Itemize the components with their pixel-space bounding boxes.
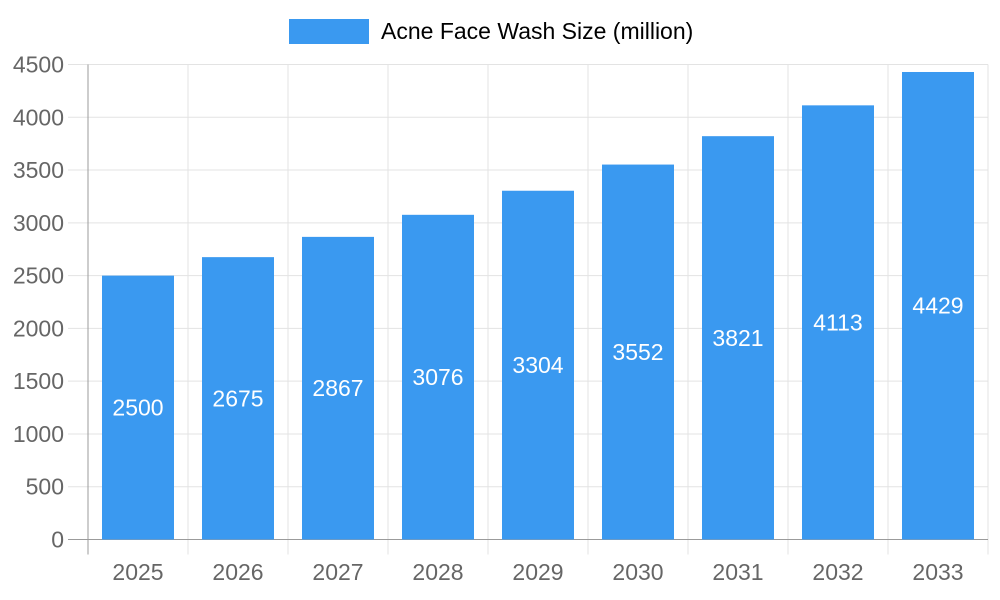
bar[interactable]: [402, 214, 474, 540]
x-tick-label: 2026: [212, 559, 263, 585]
x-tick-label: 2029: [512, 559, 563, 585]
bar-value-label: 2500: [112, 395, 163, 421]
bar-value-label: 2675: [212, 385, 263, 411]
bar-value-label: 3076: [412, 364, 463, 390]
bar-value-label: 3304: [512, 352, 563, 378]
bar[interactable]: [202, 257, 274, 540]
bar[interactable]: [902, 71, 974, 540]
bar[interactable]: [802, 105, 874, 540]
x-tick-label: 2028: [412, 559, 463, 585]
bar[interactable]: [502, 190, 574, 540]
legend-item[interactable]: Acne Face Wash Size (million): [289, 19, 693, 44]
x-tick-label: 2032: [812, 559, 863, 585]
bar-value-label: 4113: [813, 309, 862, 335]
legend-label: Acne Face Wash Size (million): [381, 18, 694, 44]
bar-value-label: 4429: [912, 293, 963, 319]
y-tick-label: 500: [26, 474, 64, 500]
y-tick-label: 1000: [13, 421, 64, 447]
y-tick-label: 4000: [13, 104, 64, 130]
y-tick-label: 4500: [13, 52, 64, 78]
x-tick-label: 2030: [612, 559, 663, 585]
y-tick-label: 2500: [13, 263, 64, 289]
y-tick-label: 0: [51, 527, 64, 553]
y-tick-label: 2000: [13, 315, 64, 341]
bar[interactable]: [302, 236, 374, 540]
x-tick-label: 2027: [312, 559, 363, 585]
bar-value-label: 3552: [612, 339, 663, 365]
bar-value-label: 3821: [712, 325, 763, 351]
y-tick-label: 3500: [13, 157, 64, 183]
x-tick-label: 2033: [912, 559, 963, 585]
bar[interactable]: [102, 275, 174, 540]
bar-value-label: 2867: [312, 375, 363, 401]
y-tick-label: 3000: [13, 210, 64, 236]
bar[interactable]: [602, 164, 674, 540]
bar[interactable]: [702, 136, 774, 540]
legend-swatch: [289, 19, 369, 44]
x-tick-label: 2025: [112, 559, 163, 585]
x-tick-label: 2031: [712, 559, 763, 585]
y-tick-label: 1500: [13, 368, 64, 394]
